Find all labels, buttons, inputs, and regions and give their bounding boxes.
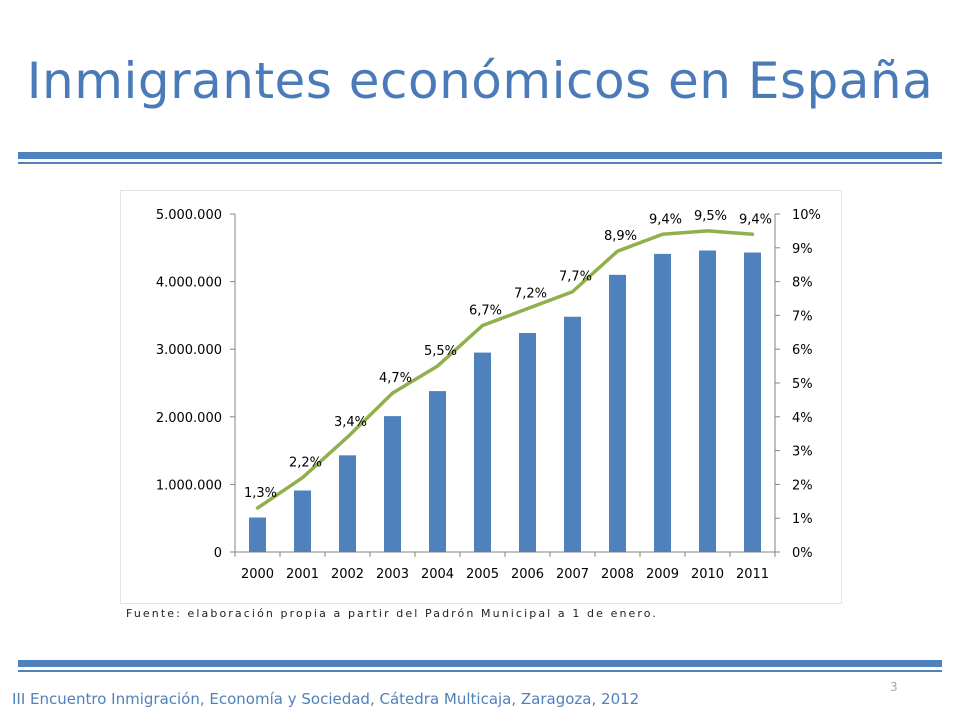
- y-left-tick-label: 5.000.000: [156, 208, 222, 223]
- line-data-label: 7,2%: [514, 287, 547, 302]
- y-right-tick-label: 8%: [792, 276, 813, 291]
- y-left-tick-label: 3.000.000: [156, 343, 222, 358]
- footer-divider-thick: [18, 660, 942, 667]
- x-tick-label: 2003: [376, 567, 409, 582]
- line-data-label: 6,7%: [469, 304, 502, 319]
- line-data-label: 3,4%: [334, 415, 367, 430]
- line-data-label: 9,4%: [649, 212, 682, 227]
- x-tick-label: 2007: [556, 567, 589, 582]
- y-right-tick-label: 0%: [792, 546, 813, 561]
- title-divider-thick: [18, 152, 942, 159]
- source-note: Fuente: elaboración propia a partir del …: [126, 607, 659, 620]
- bar-2011: [744, 252, 761, 553]
- footer-text: III Encuentro Inmigración, Economía y So…: [12, 690, 640, 708]
- x-tick-label: 2004: [421, 567, 454, 582]
- line-data-label: 2,2%: [289, 456, 322, 471]
- bar-2010: [699, 250, 716, 552]
- y-right-tick-label: 3%: [792, 445, 813, 460]
- y-right-tick-label: 2%: [792, 478, 813, 493]
- y-left-tick-label: 4.000.000: [156, 276, 222, 291]
- bar-2007: [564, 316, 581, 552]
- line-data-label: 4,7%: [379, 371, 412, 386]
- line-data-label: 9,4%: [739, 212, 772, 227]
- x-tick-label: 2000: [241, 567, 274, 582]
- slide-title: Inmigrantes económicos en España: [26, 52, 934, 110]
- x-tick-label: 2002: [331, 567, 364, 582]
- y-left-tick-label: 0: [214, 546, 222, 561]
- page-number: 3: [890, 680, 898, 694]
- y-right-tick-label: 6%: [792, 343, 813, 358]
- bar-2009: [654, 253, 671, 552]
- bar-2000: [249, 517, 266, 552]
- x-tick-label: 2011: [736, 567, 769, 582]
- x-tick-label: 2010: [691, 567, 724, 582]
- y-left-tick-label: 1.000.000: [156, 478, 222, 493]
- bar-2003: [384, 416, 401, 552]
- x-tick-label: 2005: [466, 567, 499, 582]
- combo-chart: 0 1.000.000 2.000.000 3.000.000 4.000.000 5.0…: [156, 208, 821, 582]
- line-data-label: 1,3%: [244, 486, 277, 501]
- bar-2008: [609, 274, 626, 552]
- line-data-label: 7,7%: [559, 270, 592, 285]
- y-left-tick-label: 2.000.000: [156, 411, 222, 426]
- y-right-tick-label: 9%: [792, 242, 813, 257]
- footer-divider-thin: [18, 670, 942, 672]
- bar-2005: [474, 352, 491, 552]
- line-data-label: 8,9%: [604, 229, 637, 244]
- line-series: [255, 229, 755, 510]
- title-divider-thin: [18, 162, 942, 164]
- y-right-tick-label: 4%: [792, 411, 813, 426]
- x-tick-label: 2009: [646, 567, 679, 582]
- line-data-label: 9,5%: [694, 209, 727, 224]
- x-tick-label: 2008: [601, 567, 634, 582]
- line-data-label: 5,5%: [424, 344, 457, 359]
- y-right-tick-label: 7%: [792, 309, 813, 324]
- bar-2001: [294, 490, 311, 552]
- y-right-tick-label: 5%: [792, 377, 813, 392]
- bar-2002: [339, 455, 356, 552]
- bar-2004: [429, 391, 446, 552]
- y-right-tick-label: 10%: [792, 208, 821, 223]
- x-tick-label: 2006: [511, 567, 544, 582]
- y-right-tick-label: 1%: [792, 512, 813, 527]
- bar-2006: [519, 332, 536, 552]
- x-tick-label: 2001: [286, 567, 319, 582]
